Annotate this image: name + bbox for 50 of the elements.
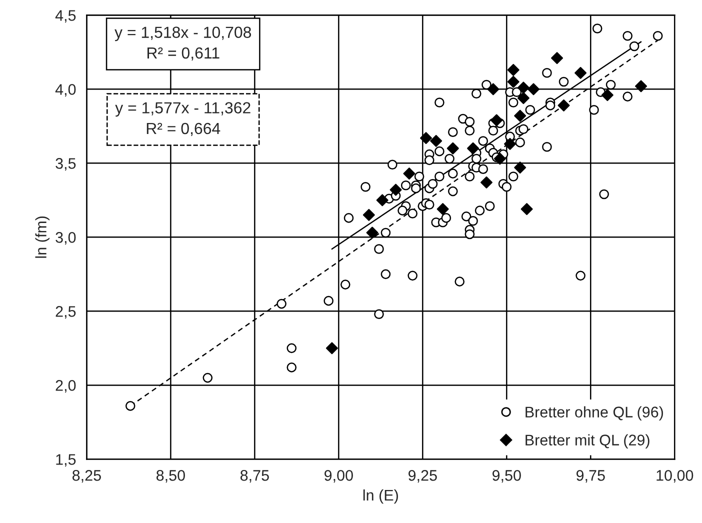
point bbox=[517, 82, 530, 94]
point bbox=[487, 83, 500, 96]
annotation: y = 1,518x - 10,708 R² = 0,611 bbox=[114, 26, 252, 61]
point bbox=[436, 203, 449, 216]
x-tick-label: 9,00 bbox=[324, 470, 353, 483]
y-tick-label: 3,5 bbox=[56, 158, 76, 171]
x-tick-label: 9,25 bbox=[408, 470, 437, 483]
point bbox=[326, 342, 338, 354]
point bbox=[551, 52, 564, 64]
point bbox=[635, 80, 648, 92]
legend-label: Bretter mit QL (29) bbox=[526, 434, 650, 448]
y-axis-title: ln (fm) bbox=[35, 216, 50, 258]
point bbox=[520, 203, 533, 216]
point bbox=[517, 92, 530, 104]
y-tick-label: 4,5 bbox=[55, 10, 76, 23]
x-tick-label: 8,75 bbox=[240, 470, 269, 483]
y-tick-label: 3,0 bbox=[56, 232, 76, 245]
point bbox=[507, 64, 520, 76]
point bbox=[403, 168, 416, 180]
point bbox=[601, 89, 614, 102]
point bbox=[376, 194, 388, 206]
point bbox=[558, 99, 570, 112]
point bbox=[362, 208, 375, 221]
y-tick-label: 4,0 bbox=[55, 84, 76, 97]
y-tick-label: 2,5 bbox=[56, 306, 76, 319]
x-tick-label: 8,25 bbox=[72, 470, 101, 483]
point bbox=[514, 110, 526, 122]
point bbox=[490, 114, 503, 126]
point bbox=[446, 142, 459, 154]
point bbox=[430, 134, 442, 147]
x-tick-label: 9,50 bbox=[492, 470, 521, 483]
point bbox=[467, 142, 480, 154]
x-axis-title: ln (E) bbox=[363, 489, 398, 504]
point bbox=[366, 226, 378, 239]
point bbox=[574, 66, 587, 79]
legend-label: Bretter ohne QL (96) bbox=[526, 406, 663, 420]
point bbox=[514, 162, 526, 174]
y-tick-label: 1,5 bbox=[56, 454, 76, 467]
point bbox=[390, 184, 402, 196]
annotation: y = 1,577x - 11,362 R² = 0,664 bbox=[115, 102, 250, 136]
point bbox=[480, 176, 492, 188]
point bbox=[528, 83, 540, 96]
point bbox=[420, 132, 432, 144]
point bbox=[507, 76, 520, 88]
point bbox=[504, 138, 516, 150]
y-tick-label: 2,0 bbox=[56, 380, 76, 393]
x-tick-label: 10,00 bbox=[656, 470, 694, 483]
x-tick-label: 8,50 bbox=[156, 470, 185, 483]
x-tick-label: 9,75 bbox=[576, 470, 605, 483]
point bbox=[494, 152, 506, 165]
